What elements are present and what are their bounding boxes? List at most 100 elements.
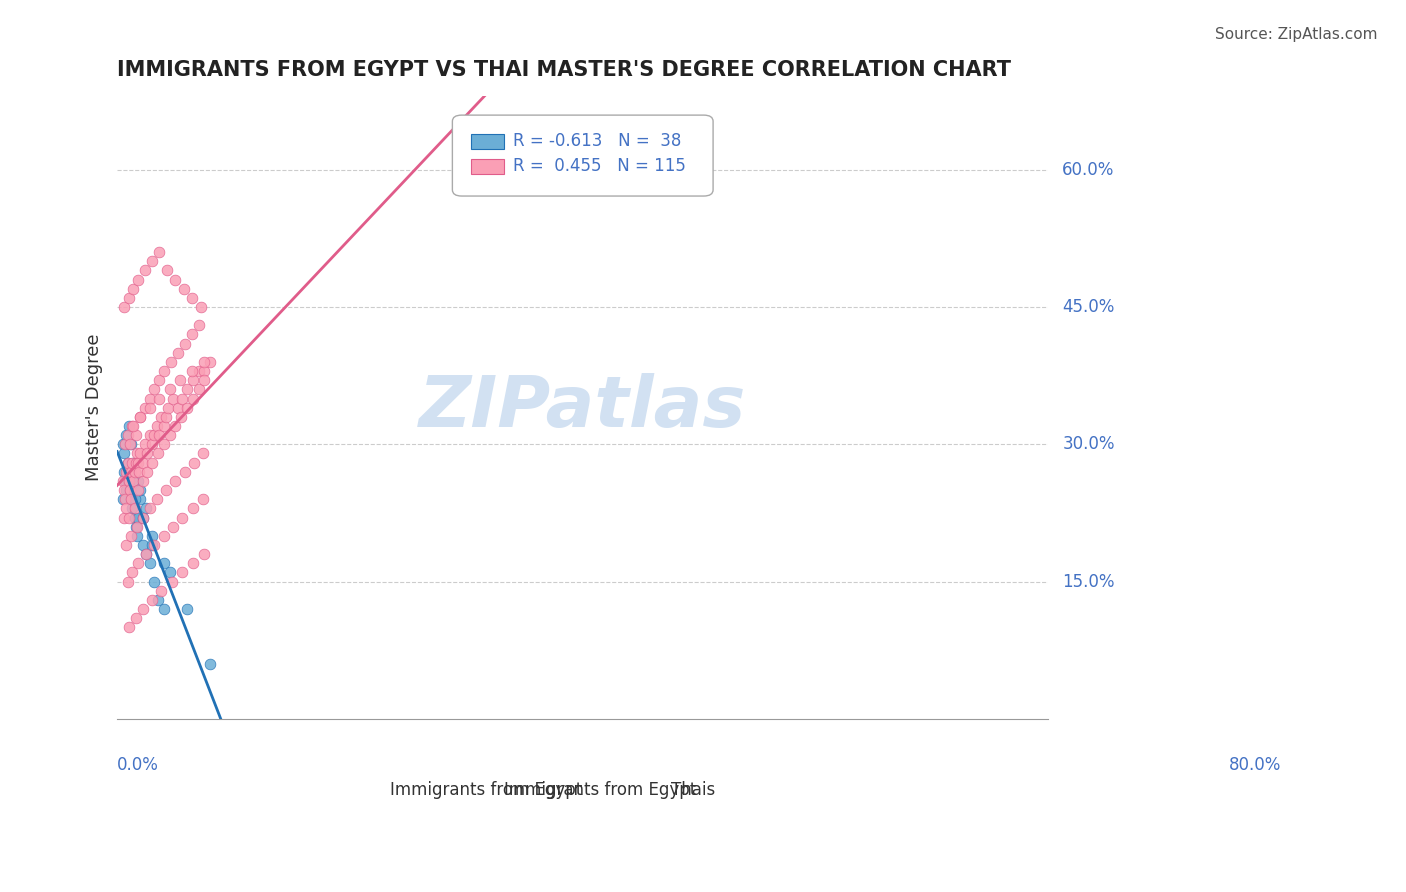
Point [166, 345, 188, 359]
Point [124, 510, 146, 524]
Point [165, 272, 187, 286]
Point [118, 291, 141, 305]
Point [187, 318, 209, 333]
Point [162, 392, 184, 406]
Text: 15.0%: 15.0% [1063, 573, 1115, 591]
Point [118, 437, 141, 451]
Point [115, 538, 138, 552]
FancyBboxPatch shape [453, 115, 713, 196]
Text: Immigrants from Egypt: Immigrants from Egypt [503, 781, 696, 799]
Point [162, 519, 184, 533]
Point [157, 401, 180, 415]
Point [117, 456, 139, 470]
Text: Immigrants from Egypt: Immigrants from Egypt [391, 781, 582, 799]
Point [132, 510, 155, 524]
Point [122, 282, 145, 296]
Point [117, 474, 139, 488]
Point [156, 263, 179, 277]
Point [114, 437, 136, 451]
Point [183, 456, 205, 470]
Point [141, 529, 163, 543]
Text: Source: ZipAtlas.com: Source: ZipAtlas.com [1215, 27, 1378, 42]
Point [155, 483, 177, 497]
Point [159, 383, 181, 397]
Point [155, 409, 177, 424]
Point [118, 620, 141, 634]
Point [125, 611, 148, 625]
Text: 80.0%: 80.0% [1229, 756, 1281, 774]
Point [139, 392, 162, 406]
Point [143, 428, 166, 442]
Point [187, 383, 209, 397]
Point [127, 456, 149, 470]
Point [111, 474, 134, 488]
Point [141, 254, 163, 268]
Point [160, 574, 183, 589]
Point [135, 547, 157, 561]
Point [115, 483, 138, 497]
Point [166, 401, 188, 415]
Point [146, 593, 169, 607]
Point [152, 437, 174, 451]
Point [134, 401, 156, 415]
Point [143, 383, 166, 397]
Point [136, 465, 159, 479]
Point [193, 547, 215, 561]
Point [159, 566, 181, 580]
Point [112, 300, 135, 314]
Point [120, 492, 142, 507]
Point [118, 510, 141, 524]
Point [125, 529, 148, 543]
Point [135, 501, 157, 516]
Point [134, 437, 156, 451]
Point [176, 401, 198, 415]
Point [127, 557, 149, 571]
Point [111, 437, 134, 451]
Point [114, 492, 136, 507]
Point [172, 510, 194, 524]
Point [173, 465, 195, 479]
Point [124, 465, 146, 479]
Text: IMMIGRANTS FROM EGYPT VS THAI MASTER'S DEGREE CORRELATION CHART: IMMIGRANTS FROM EGYPT VS THAI MASTER'S D… [117, 60, 1011, 79]
Point [181, 392, 204, 406]
Point [152, 529, 174, 543]
Point [122, 474, 145, 488]
Point [115, 501, 138, 516]
Point [121, 419, 143, 434]
Point [121, 566, 143, 580]
Point [193, 355, 215, 369]
Point [159, 355, 181, 369]
Point [173, 336, 195, 351]
Point [125, 428, 148, 442]
Point [176, 602, 198, 616]
Point [193, 492, 215, 507]
Point [145, 419, 167, 434]
Point [120, 465, 142, 479]
Point [170, 409, 193, 424]
Point [118, 483, 141, 497]
Point [165, 419, 187, 434]
Point [172, 392, 194, 406]
Point [125, 446, 148, 460]
Point [139, 401, 162, 415]
Point [120, 492, 142, 507]
Point [180, 364, 202, 378]
Point [181, 501, 204, 516]
Point [150, 409, 173, 424]
Text: R = -0.613   N =  38: R = -0.613 N = 38 [513, 132, 682, 150]
Point [187, 364, 209, 378]
Point [125, 519, 148, 533]
Bar [644, 780, 666, 790]
Point [180, 291, 202, 305]
Point [193, 373, 215, 387]
Point [152, 419, 174, 434]
Point [139, 428, 162, 442]
Point [125, 456, 148, 470]
Bar [471, 159, 503, 174]
Point [118, 474, 141, 488]
Point [124, 501, 146, 516]
Point [200, 355, 222, 369]
Point [180, 327, 202, 342]
Point [129, 446, 152, 460]
Point [148, 245, 170, 260]
